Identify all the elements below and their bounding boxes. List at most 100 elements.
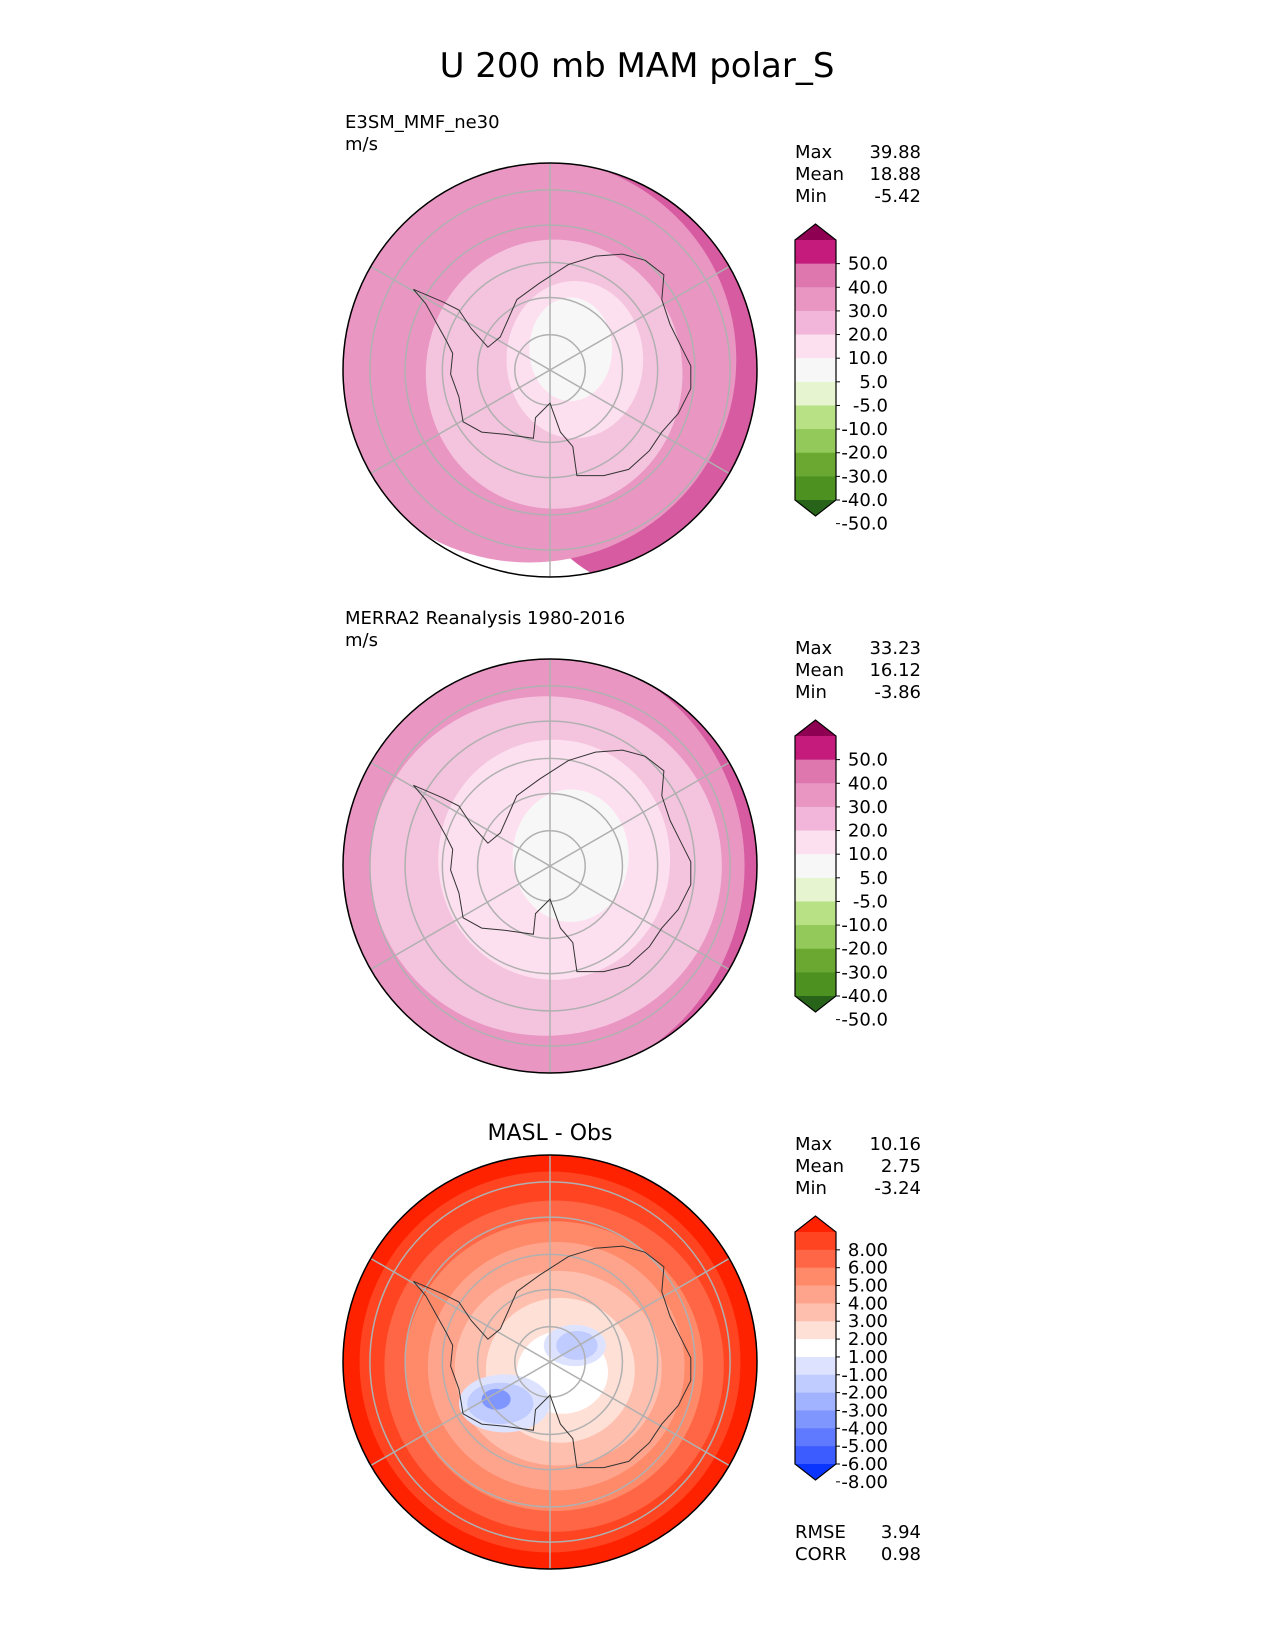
figure-title: U 200 mb MAM polar_S: [440, 46, 835, 86]
colorbar-segment: [795, 240, 836, 265]
colorbar-extend-bottom: [795, 1464, 836, 1480]
stat-label: Mean: [795, 660, 844, 681]
colorbar-tick-label: -6.00: [841, 1454, 888, 1475]
colorbar-segment: [795, 759, 836, 784]
panel-diff-title: MASL - Obs: [488, 1121, 613, 1146]
colorbar-tick-label: -30.0: [841, 466, 888, 487]
colorbar-segment: [795, 334, 836, 359]
colorbar-extend-top: [795, 224, 836, 240]
panel-model-map: [343, 163, 757, 577]
colorbar-tick-label: 40.0: [848, 277, 888, 298]
colorbar-segment: [795, 405, 836, 430]
stat-label: CORR: [795, 1544, 847, 1565]
colorbar-tick-label: -50.0: [841, 1010, 888, 1031]
panel-obs: MERRA2 Reanalysis 1980-2016 m/s Max 33.23…: [342, 608, 921, 1074]
colorbar-tick-label: -2.00: [841, 1383, 888, 1404]
stat-value: 33.23: [869, 638, 921, 659]
colorbar-tick-label: -3.00: [841, 1400, 888, 1421]
panel-model: E3SM_MMF_ne30 m/s Max 39.88 Mean 18.88 Min -5…: [342, 112, 921, 578]
colorbar-segment: [795, 1446, 836, 1465]
colorbar-tick-label: 5.00: [848, 1276, 888, 1297]
stat-label: Min: [795, 186, 827, 207]
colorbar-tick-label: -40.0: [841, 490, 888, 511]
panel-diff-colorbar: 8.006.005.004.003.002.001.00-1.00-2.00-3…: [794, 1215, 888, 1493]
colorbar-tick-label: -4.00: [841, 1418, 888, 1439]
colorbar-segment: [795, 972, 836, 997]
panel-obs-map: [343, 659, 757, 1073]
colorbar-tick-label: -30.0: [841, 962, 888, 983]
colorbar-tick-label: 50.0: [848, 254, 888, 275]
panel-model-colorbar: 50.040.0 30.0 20.010.0 5.0-5.0 -10.0 -20.0-30…: [794, 223, 888, 535]
field-band: [512, 789, 629, 922]
stat-label: Max: [795, 1134, 833, 1155]
colorbar-segment: [795, 783, 836, 808]
stat-value: 2.75: [881, 1156, 921, 1177]
colorbar-tick-label: -5.0: [853, 395, 888, 416]
panel-obs-colorbar: 50.040.0 30.0 20.010.0 5.0-5.0 -10.0 -20.0-30…: [794, 719, 888, 1031]
stat-value: 0.98: [881, 1544, 921, 1565]
colorbar-segment: [795, 429, 836, 454]
stat-value: -5.42: [874, 186, 921, 207]
stat-label: Max: [795, 142, 833, 163]
colorbar-segment: [795, 1374, 836, 1394]
colorbar-tick-label: -1.00: [841, 1365, 888, 1386]
colorbar-segment: [795, 263, 836, 288]
colorbar-extend-bottom: [795, 996, 836, 1012]
panel-model-map-border: [342, 162, 758, 578]
stat-label: Mean: [795, 164, 844, 185]
colorbar-tick-label: 10.0: [848, 844, 888, 865]
colorbar-segment: [795, 1356, 836, 1376]
panel-model-subtitle: E3SM_MMF_ne30: [345, 112, 500, 133]
colorbar-segment: [795, 901, 836, 926]
panel-obs-map-border: [342, 658, 758, 1074]
panel-model-stats: Max 39.88 Mean 18.88 Min -5.42: [795, 142, 921, 207]
stat-value: 39.88: [869, 142, 921, 163]
meridian-line: [370, 265, 730, 475]
colorbar-tick-label: 2.00: [848, 1329, 888, 1350]
colorbar-tick-label: 5.0: [859, 868, 888, 889]
colorbar-segment: [795, 830, 836, 855]
colorbar-segment: [795, 1392, 836, 1411]
panel-obs-stats: Max 33.23 Mean 16.12 Min -3.86: [795, 638, 921, 703]
colorbar-segment: [795, 1339, 836, 1358]
stat-value: -3.86: [874, 682, 921, 703]
negative-patch: [481, 1388, 511, 1410]
stat-value: 16.12: [869, 660, 921, 681]
coastline: [413, 1245, 692, 1469]
stat-value: 3.94: [881, 1522, 921, 1543]
colorbar-segment: [795, 877, 836, 902]
colorbar-tick-label: -10.0: [841, 915, 888, 936]
colorbar-segment: [795, 358, 836, 383]
panel-model-units: m/s: [345, 134, 378, 155]
colorbar-segment: [795, 452, 836, 477]
stat-label: RMSE: [795, 1522, 846, 1543]
colorbar-tick-label: 40.0: [848, 773, 888, 794]
colorbar-segment: [795, 1428, 836, 1447]
colorbar-tick-label: 3.00: [848, 1311, 888, 1332]
coastline: [413, 253, 692, 477]
panel-diff-map-border: [342, 1154, 758, 1570]
colorbar-segment: [795, 1267, 836, 1287]
stat-label: Max: [795, 638, 833, 659]
colorbar-tick-label: 20.0: [848, 325, 888, 346]
colorbar-tick-label: 20.0: [848, 821, 888, 842]
colorbar-segment: [795, 806, 836, 832]
colorbar-segment: [795, 925, 836, 950]
colorbar-segment: [795, 1410, 836, 1429]
colorbar-tick-label: 8.00: [848, 1240, 888, 1261]
stat-label: Mean: [795, 1156, 844, 1177]
colorbar-tick-label: -5.0: [853, 891, 888, 912]
panel-diff-map: [343, 1155, 757, 1569]
stat-value: 18.88: [869, 164, 921, 185]
panel-diff: MASL - Obs Max 10.16 Mean 2.75 Min -3.24 8.00…: [342, 1121, 921, 1570]
colorbar-segment: [795, 1232, 836, 1251]
colorbar-tick-label: 30.0: [848, 301, 888, 322]
colorbar-segment: [795, 310, 836, 336]
meridian-line: [370, 761, 730, 971]
coastline: [413, 749, 692, 973]
panel-diff-bottom-stats: RMSE 3.94 CORR 0.98: [795, 1522, 921, 1565]
colorbar-extend-top: [795, 720, 836, 736]
stat-value: 10.16: [869, 1134, 921, 1155]
panel-diff-stats: Max 10.16 Mean 2.75 Min -3.24: [795, 1134, 921, 1199]
